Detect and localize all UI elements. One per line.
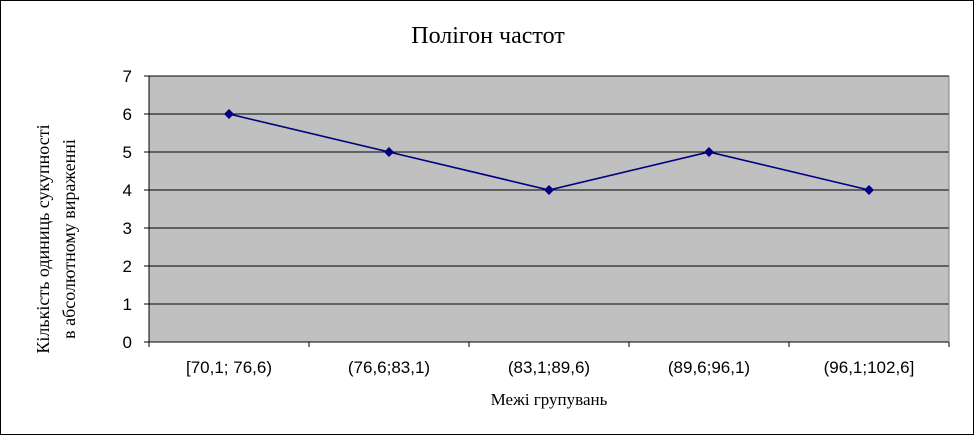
y-tick-label: 5 [123, 143, 132, 162]
plot-area [149, 76, 949, 342]
y-axis-title: Кількість одиниць сукупності в абсолютно… [33, 124, 79, 353]
x-axis-title: Межі групувань [491, 390, 608, 409]
grid-lines [144, 75, 949, 343]
data-point [864, 185, 874, 195]
chart-title: Полігон частот [411, 23, 565, 49]
data-point [384, 147, 394, 157]
x-tick-label: (96,1;102,6] [824, 358, 915, 377]
y-axis-title-line-2: в абсолютному вираженні [59, 139, 79, 339]
data-point [544, 185, 554, 195]
y-tick-labels: 0 1 2 3 4 5 6 7 [123, 67, 132, 352]
x-tick-labels: [70,1; 76,6) (76,6;83,1) (83,1;89,6) (89,6;… [186, 358, 914, 377]
y-axis-title-line-1: Кількість одиниць сукупності [33, 124, 53, 353]
x-tick-label: (76,6;83,1) [348, 358, 430, 377]
x-tick-label: [70,1; 76,6) [186, 358, 272, 377]
axes [148, 76, 950, 347]
y-tick-label: 4 [123, 181, 132, 200]
x-tick-label: (83,1;89,6) [508, 358, 590, 377]
data-point [704, 147, 714, 157]
x-tick-label: (89,6;96,1) [668, 358, 750, 377]
y-tick-label: 7 [123, 67, 132, 86]
plot-background [149, 76, 949, 342]
y-tick-label: 0 [123, 333, 132, 352]
series-layer [224, 109, 874, 195]
y-tick-label: 1 [123, 295, 132, 314]
data-point [224, 109, 234, 119]
y-tick-label: 3 [123, 219, 132, 238]
y-tick-label: 2 [123, 257, 132, 276]
y-tick-label: 6 [123, 105, 132, 124]
